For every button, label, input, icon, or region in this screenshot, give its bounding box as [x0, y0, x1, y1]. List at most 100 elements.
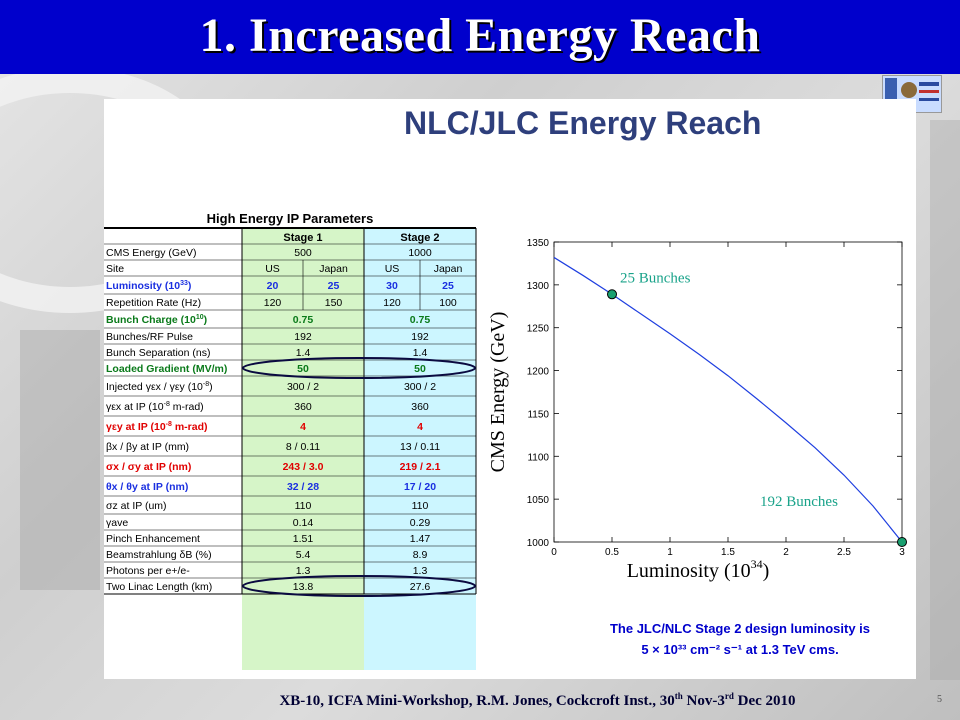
table-row-label: σx / σy at IP (nm): [106, 461, 191, 473]
stage1-value: 300 / 2: [287, 381, 319, 393]
y-tick-label: 1100: [527, 452, 549, 463]
x-tick-label: 2: [783, 547, 789, 558]
stage1-japan-value: 25: [328, 280, 340, 292]
stage1-value: 32 / 28: [287, 481, 319, 493]
stage2-header: Stage 2: [400, 232, 439, 244]
stage1-value: 0.14: [293, 517, 314, 529]
page-number: 5: [937, 694, 942, 705]
x-tick-label: 0.5: [605, 547, 619, 558]
title-bar: [0, 0, 960, 74]
stage1-us-value: 20: [267, 280, 279, 292]
note-line-2: 5 × 10³³ cm⁻² s⁻¹ at 1.3 TeV cms.: [641, 642, 839, 657]
y-tick-label: 1150: [527, 409, 549, 420]
table-title: High Energy IP Parameters: [207, 211, 374, 226]
stage2-value: 0.75: [410, 314, 431, 326]
stage1-header: Stage 1: [283, 232, 322, 244]
x-tick-label: 0: [551, 547, 557, 558]
stage2-value: 27.6: [410, 581, 431, 593]
ip-parameters-table: High Energy IP Parameters Stage 1 Stage 2 C…: [104, 211, 477, 670]
bunch-label: 25 Bunches: [620, 270, 691, 286]
stage2-value: 1.4: [413, 347, 428, 359]
stage2-us-value: US: [385, 263, 400, 275]
stage1-value: 8 / 0.11: [286, 441, 320, 453]
x-tick-label: 3: [899, 547, 905, 558]
stage1-value: 192: [294, 331, 312, 343]
slide-footer: XB-10, ICFA Mini-Workshop, R.M. Jones, C…: [0, 691, 960, 710]
table-row-label: CMS Energy (GeV): [106, 247, 196, 259]
plot-frame: [553, 241, 903, 543]
y-tick-label: 1300: [527, 281, 550, 292]
bunch-point: [897, 537, 907, 547]
table-row-label: Photons per e+/e-: [106, 565, 190, 577]
stage2-value: 13 / 0.11: [400, 441, 440, 453]
table-row-label: Site: [106, 263, 124, 275]
table-row-label: γεy at IP (10-8 m-rad): [106, 421, 208, 433]
table-row-label: Pinch Enhancement: [106, 533, 200, 545]
y-tick-label: 1050: [527, 495, 550, 506]
stage2-value: 50: [414, 363, 426, 375]
stage1-value: 13.8: [293, 581, 314, 593]
y-tick-label: 1250: [527, 324, 550, 335]
stage2-us-value: 120: [383, 297, 401, 309]
table-row-label: θx / θy at IP (nm): [106, 481, 188, 493]
stage1-value: 1.3: [296, 565, 311, 577]
footer-main: XB-10, ICFA Mini-Workshop, R.M. Jones, C…: [279, 693, 675, 709]
stage2-japan-value: 25: [442, 280, 454, 292]
stage1-value: 1.4: [296, 347, 311, 359]
stage1-japan-value: 150: [325, 297, 343, 309]
stage2-value: 110: [412, 500, 429, 512]
table-row-label: σz at IP (um): [106, 500, 167, 512]
x-tick-label: 1.5: [721, 547, 735, 558]
footer-end: Dec 2010: [733, 693, 796, 709]
stage1-value: 110: [295, 500, 312, 512]
gradient-highlight-ellipse: [242, 357, 476, 379]
stage1-value: 243 / 3.0: [283, 461, 324, 473]
stage2-value: 17 / 20: [404, 481, 436, 493]
stage2-value: 1000: [408, 247, 432, 259]
stage2-value: 300 / 2: [404, 381, 436, 393]
x-axis-label: Luminosity (1034): [627, 557, 770, 582]
design-luminosity-note: The JLC/NLC Stage 2 design luminosity is…: [580, 618, 900, 660]
table-row-label: Bunches/RF Pulse: [106, 331, 193, 343]
stage2-value: 192: [411, 331, 429, 343]
stage1-us-value: 120: [264, 297, 282, 309]
table-row-label: γave: [106, 517, 128, 529]
stage1-value: 5.4: [296, 549, 311, 561]
stage1-value: 50: [297, 363, 309, 375]
footer-sup-1: th: [674, 691, 683, 701]
table-row-label: Two Linac Length (km): [106, 581, 212, 593]
y-axis-label: CMS Energy (GeV): [487, 312, 509, 473]
content-panel: NLC/JLC Energy Reach High Energy IP Para…: [104, 99, 916, 679]
stage1-us-value: US: [265, 263, 280, 275]
stage1-value: 500: [294, 247, 312, 259]
stage1-value: 4: [300, 421, 306, 433]
slide-title: 1. Increased Energy Reach: [199, 9, 761, 62]
stage2-value: 219 / 2.1: [400, 461, 441, 473]
stage2-value: 4: [417, 421, 423, 433]
stage2-value: 8.9: [413, 549, 428, 561]
table-row-label: Beamstrahlung δB (%): [106, 549, 212, 561]
footer-sup-2: rd: [724, 691, 734, 701]
stage2-japan-value: 100: [439, 297, 457, 309]
bunch-point: [607, 289, 617, 300]
energy-luminosity-curve: [553, 256, 903, 543]
stage1-japan-value: Japan: [319, 263, 348, 275]
x-tick-label: 1: [667, 547, 673, 558]
table-row-label: Injected γεx / γεy (10-8): [106, 381, 213, 393]
stage2-value: 1.47: [410, 533, 431, 545]
x-tick-label: 2.5: [837, 547, 851, 558]
table-row-label: Bunch Charge (1010): [106, 314, 207, 326]
y-tick-label: 1350: [527, 238, 550, 249]
table-row-label: Loaded Gradient (MV/m): [106, 363, 227, 375]
stage2-value: 360: [411, 401, 429, 413]
linac-length-highlight-ellipse: [242, 575, 476, 597]
table-row-label: Repetition Rate (Hz): [106, 297, 201, 309]
table-row-label: Bunch Separation (ns): [106, 347, 210, 359]
panel-title: NLC/JLC Energy Reach: [404, 105, 762, 141]
stage2-us-value: 30: [386, 280, 398, 292]
note-line-1: The JLC/NLC Stage 2 design luminosity is: [609, 621, 871, 636]
stage2-value: 1.3: [413, 565, 428, 577]
energy-reach-chart: 0 0.5 1 1.5 2 2.5 3 1000 1050 1100 1150 1200 1250 130…: [487, 238, 907, 582]
stage1-value: 1.51: [293, 533, 314, 545]
